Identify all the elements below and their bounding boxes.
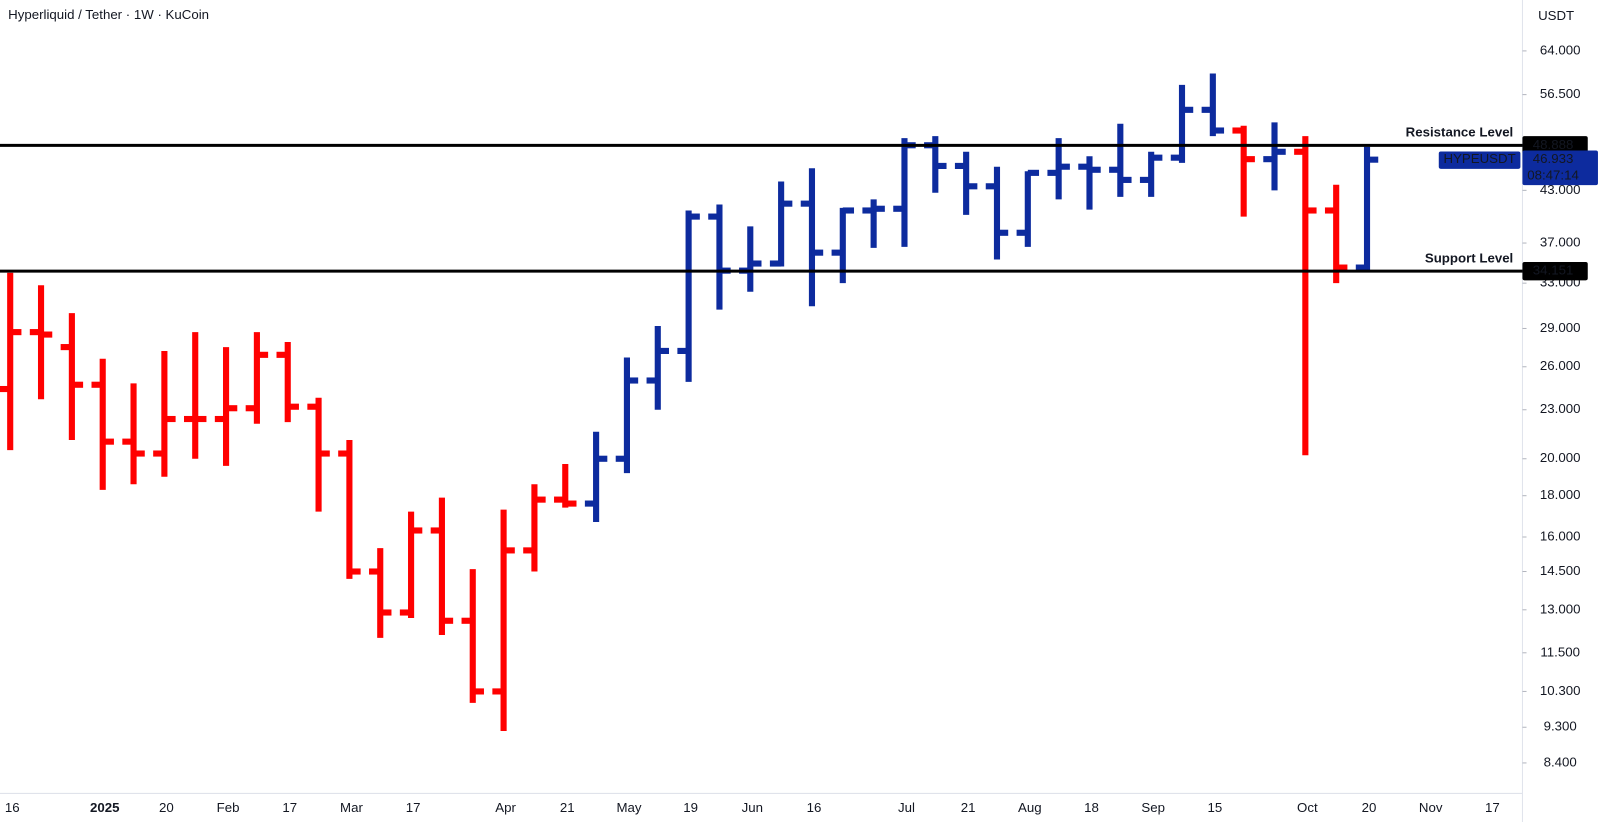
level-price: 48.888 [1533,137,1574,152]
y-tick-label: 11.500 [1540,644,1580,659]
y-tick-label: 29.000 [1540,320,1581,335]
y-tick-label: 13.000 [1540,601,1581,616]
y-tick-label: 43.000 [1540,182,1581,197]
x-tick-label: Oct [1297,800,1318,815]
level-price-box [1522,136,1588,155]
y-tick-label: 64.000 [1540,42,1581,57]
x-tick-label: 19 [683,800,698,815]
chart-title: Hyperliquid / Tether · 1W · KuCoin [8,7,209,22]
x-tick-label: 15 [1208,800,1223,815]
x-tick-label: 16 [5,800,20,815]
x-tick-label: Apr [495,800,516,815]
x-tick-label: Sep [1141,800,1165,815]
x-tick-label: Feb [217,800,240,815]
level-name: Resistance Level [1406,125,1514,140]
y-tick-label: 14.500 [1540,563,1581,578]
x-tick-label: Jun [742,800,763,815]
axis-unit: USDT [1538,8,1574,23]
y-tick-label: 8.400 [1544,754,1577,769]
x-tick-label: 17 [1485,800,1500,815]
symbol-tag: HYPEUSDT [1444,151,1516,166]
y-tick-label: 20.000 [1540,450,1581,465]
y-tick-label: 37.000 [1540,235,1581,250]
x-tick-label: Aug [1018,800,1042,815]
x-tick-label: 20 [159,800,174,815]
x-tick-label: Mar [340,800,363,815]
x-tick-label: May [616,800,641,815]
level-name: Support Level [1425,250,1513,265]
y-tick-label: 26.000 [1540,358,1581,373]
y-tick-label: 16.000 [1540,528,1581,543]
level-price: 34.151 [1533,263,1574,278]
x-tick-label: Jul [898,800,915,815]
last-price: 46.933 [1533,151,1574,166]
x-tick-label: 21 [560,800,575,815]
x-tick-label: 18 [1084,800,1099,815]
x-tick-label: 17 [406,800,421,815]
y-tick-label: 23.000 [1540,401,1581,416]
x-tick-label: 16 [807,800,822,815]
level-price-box [1522,261,1588,281]
countdown: 08:47:14 [1527,167,1579,182]
symbol-tag-box [1438,151,1521,169]
y-tick-label: 10.300 [1540,683,1581,698]
x-tick-label: 17 [282,800,297,815]
x-tick-label: 21 [961,800,976,815]
x-tick-label: Nov [1419,800,1443,815]
y-tick-label: 56.500 [1540,86,1581,101]
y-tick-label: 9.300 [1544,719,1577,734]
x-tick-label: 2025 [90,800,119,815]
x-tick-label: 20 [1362,800,1377,815]
y-tick-label: 18.000 [1540,487,1581,502]
last-price-box [1522,150,1598,186]
